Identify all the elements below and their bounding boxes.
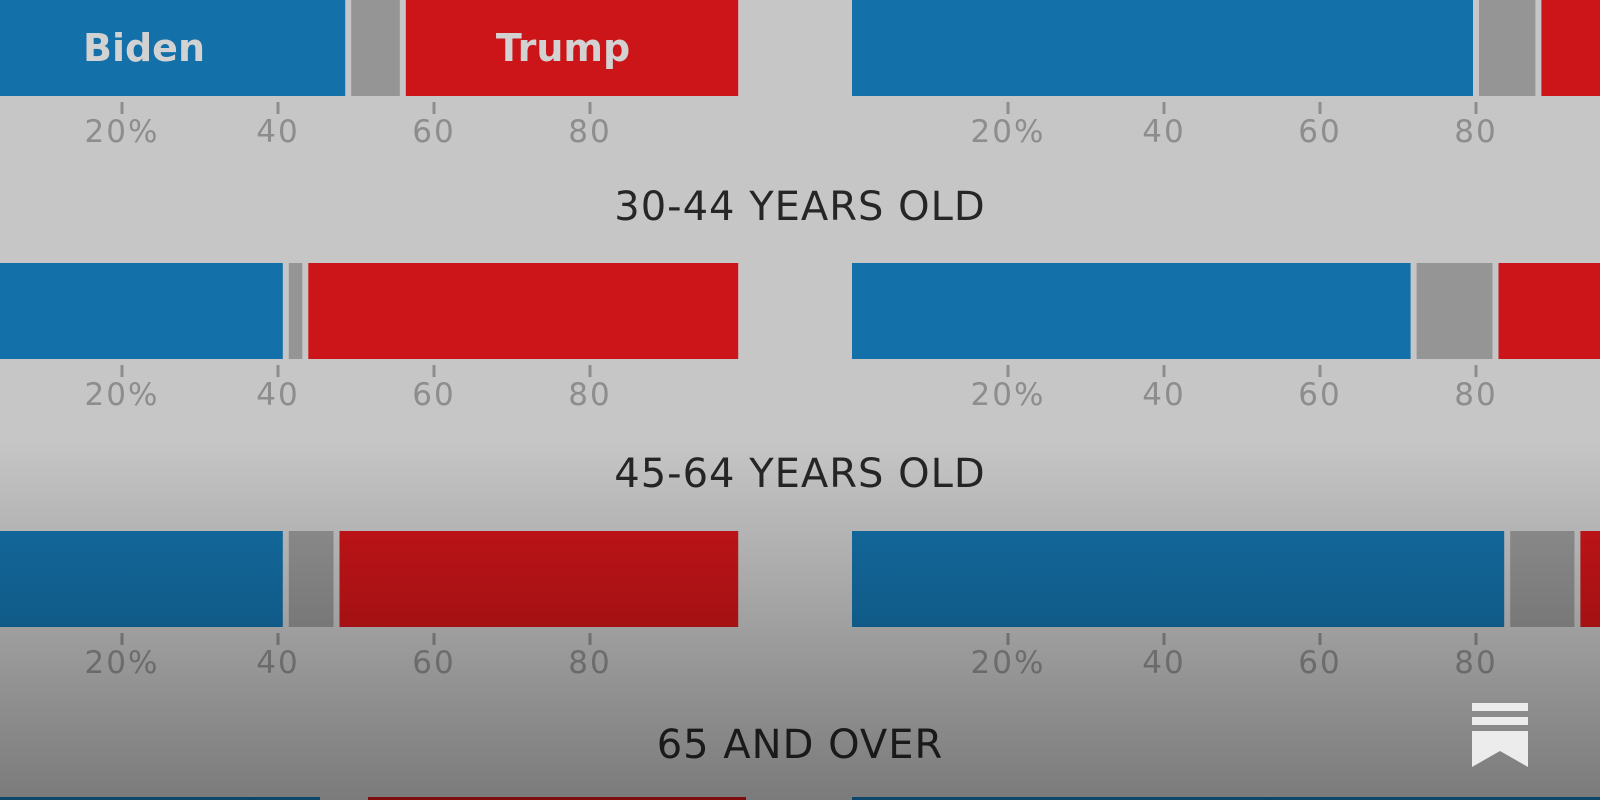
- bookmark-logo-icon: [1472, 703, 1528, 767]
- x-tick-label: 40: [256, 114, 299, 150]
- bar-trump: [368, 797, 746, 800]
- group-title: 30-44 YEARS OLD: [614, 184, 985, 230]
- bar-trump: [1580, 531, 1600, 627]
- x-tick-label: 80: [568, 645, 611, 681]
- bar-trump: [1541, 0, 1600, 96]
- bar-trump: [405, 0, 739, 96]
- x-tick-label: 60: [1298, 377, 1341, 413]
- x-tick-label: 80: [568, 114, 611, 150]
- bar-biden: [852, 263, 1411, 359]
- x-tick-label: 40: [1142, 377, 1185, 413]
- x-tick-label: 80: [1454, 114, 1497, 150]
- x-tick-label: 60: [412, 377, 455, 413]
- x-tick-label: 20%: [971, 377, 1046, 413]
- x-tick-label: 20%: [85, 377, 160, 413]
- x-tick-label: 80: [1454, 377, 1497, 413]
- bar-biden: [852, 531, 1505, 627]
- x-tick-label: 20%: [971, 114, 1046, 150]
- x-tick-label: 20%: [85, 114, 160, 150]
- x-tick-label: 20%: [971, 645, 1046, 681]
- bar-other: [288, 263, 303, 359]
- bar-other: [1416, 263, 1493, 359]
- x-tick-label: 40: [256, 377, 299, 413]
- bar-trump: [308, 263, 739, 359]
- x-tick-label: 60: [412, 114, 455, 150]
- bar-biden: [852, 797, 1600, 800]
- x-tick-label: 20%: [85, 645, 160, 681]
- bar-other: [351, 0, 400, 96]
- x-tick-label: 40: [1142, 114, 1185, 150]
- x-tick-label: 60: [1298, 114, 1341, 150]
- bar-biden: [0, 0, 346, 96]
- x-tick-label: 40: [256, 645, 299, 681]
- group-title: 65 AND OVER: [657, 722, 944, 768]
- x-tick-label: 60: [1298, 645, 1341, 681]
- legend-label-biden: Biden: [83, 26, 205, 70]
- bar-trump: [339, 531, 739, 627]
- bar-trump: [1498, 263, 1600, 359]
- bar-biden: [0, 531, 283, 627]
- x-tick-label: 40: [1142, 645, 1185, 681]
- bar-biden: [0, 797, 320, 800]
- x-tick-label: 80: [1454, 645, 1497, 681]
- bar-biden: [0, 263, 283, 359]
- bar-other: [288, 531, 334, 627]
- bar-biden: [852, 0, 1473, 96]
- bar-other: [1479, 0, 1536, 96]
- bar-other: [1510, 531, 1575, 627]
- x-tick-label: 60: [412, 645, 455, 681]
- group-title: 45-64 YEARS OLD: [614, 451, 985, 497]
- x-tick-label: 80: [568, 377, 611, 413]
- legend-label-trump: Trump: [496, 26, 630, 70]
